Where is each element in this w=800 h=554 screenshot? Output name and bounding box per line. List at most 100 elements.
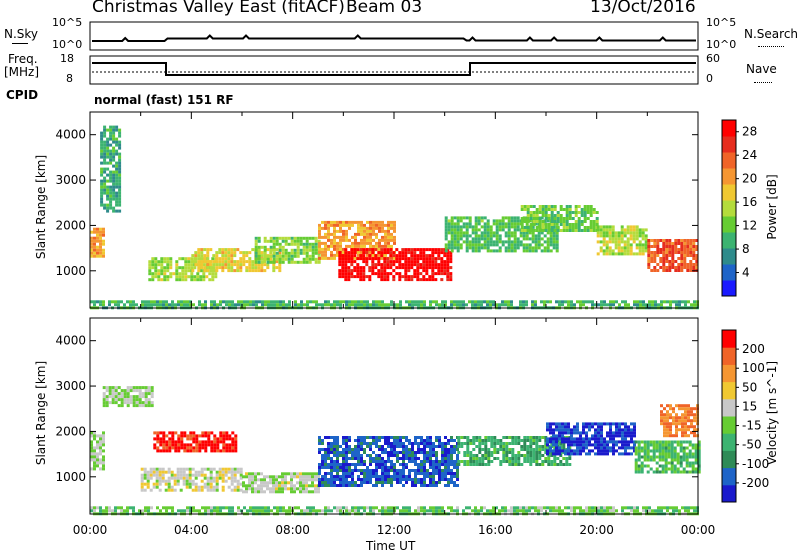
data-cell (481, 454, 485, 457)
data-cell (638, 249, 642, 253)
data-cell (603, 422, 606, 426)
data-cell (203, 257, 207, 261)
data-cell (679, 455, 683, 459)
data-cell (302, 242, 306, 246)
data-cell (102, 404, 106, 408)
data-cell (299, 478, 302, 482)
data-cell (384, 436, 387, 439)
data-cell (456, 240, 460, 244)
data-cell (507, 219, 511, 223)
data-cell (152, 470, 156, 474)
data-cell (100, 140, 104, 144)
data-cell (501, 225, 505, 229)
data-cell (318, 250, 321, 254)
data-cell (213, 449, 217, 453)
data-cell (459, 225, 463, 229)
data-cell (685, 461, 689, 465)
data-cell (184, 269, 188, 273)
data-cell (600, 300, 603, 304)
data-cell (254, 242, 258, 246)
data-cell (90, 443, 93, 447)
data-cell (185, 485, 189, 489)
data-cell (561, 300, 564, 304)
data-cell (694, 446, 698, 450)
data-cell (386, 248, 390, 252)
data-cell (492, 222, 496, 226)
data-cell (206, 248, 210, 252)
data-cell (342, 442, 345, 445)
data-cell (158, 467, 162, 471)
data-cell (308, 484, 311, 488)
data-cell (112, 206, 116, 210)
data-cell (174, 443, 178, 447)
data-cell (342, 506, 345, 510)
data-cell (390, 460, 393, 463)
data-cell (192, 303, 195, 307)
data-cell (112, 173, 116, 177)
data-cell (562, 463, 566, 466)
data-cell (215, 263, 219, 267)
data-cell (478, 448, 482, 451)
data-cell (510, 249, 514, 253)
data-cell (96, 455, 99, 459)
data-cell (685, 458, 689, 462)
data-cell (594, 446, 597, 450)
data-cell (606, 452, 609, 456)
data-cell (216, 443, 220, 447)
data-cell (263, 269, 267, 273)
data-cell (420, 436, 423, 439)
data-cell (378, 244, 381, 248)
data-cell (305, 254, 309, 258)
data-cell (449, 251, 453, 255)
data-cell (171, 506, 174, 510)
data-cell (652, 458, 656, 462)
data-cell (468, 216, 472, 220)
data-cell (296, 245, 300, 249)
data-cell (643, 443, 647, 447)
data-cell (224, 467, 228, 471)
data-cell (456, 249, 460, 253)
data-cell (374, 248, 378, 252)
data-cell (189, 506, 192, 510)
data-cell (336, 463, 339, 466)
data-cell (398, 251, 402, 255)
data-cell (242, 254, 246, 258)
y-tick-label: 3000 (55, 173, 86, 187)
data-cell (275, 260, 279, 264)
data-cell (529, 454, 533, 457)
data-cell (693, 416, 696, 420)
data-cell (100, 185, 104, 189)
data-cell (667, 449, 671, 453)
data-cell (103, 134, 107, 138)
data-cell (670, 467, 674, 471)
data-cell (188, 470, 192, 474)
data-cell (100, 188, 104, 192)
data-cell (697, 452, 701, 456)
data-cell (468, 243, 472, 247)
data-cell (218, 476, 222, 480)
data-cell (399, 478, 402, 481)
data-cell (386, 257, 390, 261)
data-cell (342, 448, 345, 451)
data-cell (670, 458, 674, 462)
data-cell (588, 440, 591, 444)
data-cell (568, 211, 572, 214)
data-cell (321, 509, 324, 513)
data-cell (153, 431, 157, 435)
data-cell (624, 425, 627, 429)
data-cell (318, 472, 321, 475)
data-cell (257, 490, 260, 494)
data-cell (602, 234, 606, 238)
data-cell (112, 170, 116, 174)
data-cell (357, 250, 360, 254)
data-cell (678, 419, 681, 423)
data-cell (535, 229, 539, 232)
data-cell (173, 476, 177, 480)
data-cell (381, 466, 384, 469)
data-cell (462, 300, 465, 304)
data-cell (348, 484, 351, 487)
data-cell (446, 248, 450, 252)
data-cell (314, 472, 317, 476)
data-cell (359, 272, 363, 276)
data-cell (517, 454, 521, 457)
